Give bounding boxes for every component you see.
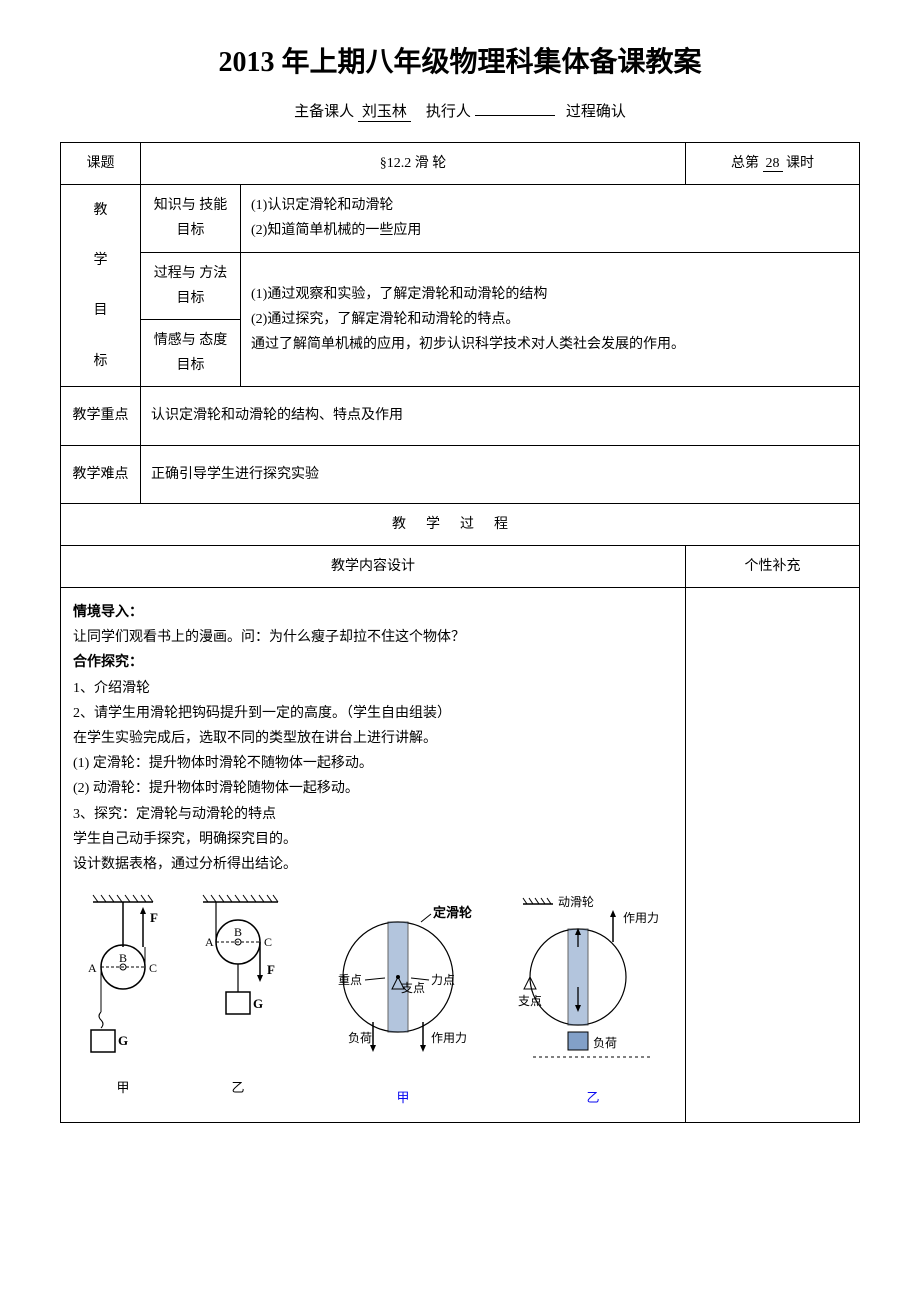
process-goal-label: 过程与 方法目标 — [141, 252, 241, 319]
diagram-row: F A B C — [73, 892, 673, 1109]
lesson-number-cell: 总第 28 课时 — [686, 143, 860, 185]
svg-text:B: B — [119, 951, 127, 965]
difficulty-label-cell: 教学难点 — [61, 445, 141, 503]
subtitle-row: 主备课人 刘玉林 执行人 过程确认 — [60, 100, 860, 122]
svg-text:F: F — [150, 910, 158, 925]
supplement-header-cell: 个性补充 — [686, 545, 860, 587]
diagram-jia-label-2: 甲 — [303, 1086, 503, 1109]
prepared-by-label: 主备课人 — [294, 104, 354, 120]
knowledge-goal-label: 知识与 技能目标 — [141, 185, 241, 252]
attitude-goal-label: 情感与 态度目标 — [141, 319, 241, 386]
item3b: 学生自己动手探究，明确探究目的。 — [73, 827, 673, 852]
svg-text:C: C — [264, 935, 272, 949]
svg-text:支点: 支点 — [401, 981, 425, 995]
focus-label-cell: 教学重点 — [61, 387, 141, 445]
svg-text:力点: 力点 — [431, 973, 455, 987]
diagram-jia-label: 甲 — [73, 1076, 173, 1099]
svg-text:G: G — [253, 996, 263, 1011]
lesson-plan-table: 课题 §12.2 滑 轮 总第 28 课时 教学目标 知识与 技能目标 (1)认… — [60, 142, 860, 1123]
confirm-label: 过程确认 — [566, 104, 626, 120]
content-header-cell: 教学内容设计 — [61, 545, 686, 587]
svg-text:动滑轮: 动滑轮 — [558, 895, 594, 909]
difficulty-text-cell: 正确引导学生进行探究实验 — [141, 445, 860, 503]
svg-text:G: G — [118, 1033, 128, 1048]
process-header-cell: 教学过程 — [61, 503, 860, 545]
supplement-cell — [686, 588, 860, 1122]
prepared-by-value: 刘玉林 — [358, 100, 411, 122]
executor-label: 执行人 — [426, 104, 471, 120]
svg-text:定滑轮: 定滑轮 — [432, 905, 472, 920]
topic-value-cell: §12.2 滑 轮 — [141, 143, 686, 185]
diagram-yi-label: 乙 — [183, 1076, 293, 1099]
explore-title: 合作探究： — [73, 650, 673, 675]
intro-title: 情境导入： — [73, 600, 673, 625]
process-attitude-goal-text: (1)通过观察和实验，了解定滑轮和动滑轮的结构 (2)通过探究，了解定滑轮和动滑… — [241, 252, 860, 387]
diagram-jia-principle: 定滑轮 重点 支点 力点 — [303, 892, 503, 1109]
diagram-yi-apparatus: A B C F G 乙 — [183, 892, 293, 1099]
svg-text:A: A — [88, 961, 97, 975]
goals-header-cell: 教学目标 — [61, 185, 141, 387]
diagram-yi-principle: 动滑轮 作用力 支点 — [513, 892, 673, 1109]
svg-text:支点: 支点 — [518, 994, 542, 1008]
executor-blank — [475, 115, 555, 116]
lesson-number: 28 — [763, 156, 783, 172]
document-title: 2013 年上期八年级物理科集体备课教案 — [60, 40, 860, 80]
svg-text:负荷: 负荷 — [348, 1031, 372, 1045]
sub2: (2) 动滑轮：提升物体时滑轮随物体一起移动。 — [73, 776, 673, 801]
svg-text:C: C — [149, 961, 157, 975]
svg-text:A: A — [205, 935, 214, 949]
item2b: 在学生实验完成后，选取不同的类型放在讲台上进行讲解。 — [73, 726, 673, 751]
focus-text-cell: 认识定滑轮和动滑轮的结构、特点及作用 — [141, 387, 860, 445]
item3c: 设计数据表格，通过分析得出结论。 — [73, 852, 673, 877]
item3: 3、探究：定滑轮与动滑轮的特点 — [73, 802, 673, 827]
svg-text:B: B — [234, 925, 242, 939]
topic-label-cell: 课题 — [61, 143, 141, 185]
svg-text:作用力: 作用力 — [623, 911, 659, 925]
item1: 1、介绍滑轮 — [73, 676, 673, 701]
svg-text:负荷: 负荷 — [593, 1036, 617, 1050]
item2: 2、请学生用滑轮把钩码提升到一定的高度。（学生自由组装） — [73, 701, 673, 726]
diagram-jia-apparatus: F A B C — [73, 892, 173, 1099]
svg-text:作用力: 作用力 — [431, 1031, 467, 1045]
sub1: (1) 定滑轮：提升物体时滑轮不随物体一起移动。 — [73, 751, 673, 776]
knowledge-goal-text: (1)认识定滑轮和动滑轮 (2)知道简单机械的一些应用 — [241, 185, 860, 252]
intro-text: 让同学们观看书上的漫画。问：为什么瘦子却拉不住这个物体？ — [73, 625, 673, 650]
svg-text:重点: 重点 — [338, 973, 362, 987]
diagram-yi-label-2: 乙 — [513, 1086, 673, 1109]
content-body-cell: 情境导入： 让同学们观看书上的漫画。问：为什么瘦子却拉不住这个物体？ 合作探究：… — [61, 588, 686, 1122]
svg-text:F: F — [267, 962, 275, 977]
